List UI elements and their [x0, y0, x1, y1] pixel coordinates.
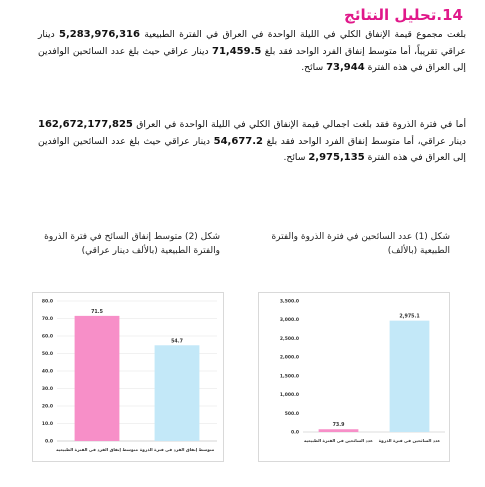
y-tick-label: 40.0 — [42, 369, 53, 375]
heading: 14.تحليل النتائج — [344, 6, 463, 24]
y-tick-label: 0.0 — [291, 430, 299, 436]
y-tick-label: 0.0 — [45, 439, 53, 445]
value-label: 73.9 — [333, 422, 345, 428]
bar — [318, 429, 359, 432]
y-tick-label: 3,000.0 — [280, 317, 299, 323]
bar — [389, 320, 430, 432]
y-tick-label: 10.0 — [42, 421, 53, 427]
text: دينار عراقي، أما متوسط إنفاق الفرد الواح… — [263, 135, 466, 147]
value-label: 2,975.1 — [399, 314, 419, 320]
number: 73,944 — [326, 62, 365, 73]
text: دينار عراقي حيث بلغ عدد السائحين الوافدي… — [38, 45, 466, 74]
paragraph: بلغت مجموع قيمة الإنفاق الكلي في الليلة … — [38, 27, 466, 77]
value-label: 54.7 — [171, 338, 183, 344]
chart-frame: 0.0 500.0 1,000.0 1,500.0 2,000.0 2,500.0 3,00… — [258, 292, 450, 462]
chart: 0.0 10.0 20.0 30.0 40.0 50.0 60.0 70.0 80.0 71.5 م… — [42, 299, 217, 452]
value-label: 71.5 — [91, 309, 103, 315]
y-tick-label: 80.0 — [42, 299, 53, 305]
y-tick-label: 2,000.0 — [280, 355, 299, 361]
number: 2,975,135 — [308, 152, 365, 163]
y-tick-label: 1,000.0 — [280, 392, 299, 398]
y-tick-label: 20.0 — [42, 404, 53, 410]
text: سائح. — [283, 152, 309, 163]
x-tick-label: عدد السائحين في الفترة الطبيعية — [304, 438, 373, 443]
text: بلغت مجموع قيمة الإنفاق الكلي في الليلة … — [139, 29, 466, 40]
number: 71,459.5 — [212, 45, 262, 57]
bar — [74, 315, 120, 441]
y-tick-label: 1,500.0 — [280, 373, 299, 379]
number: 162,672,177,825 — [38, 119, 133, 130]
bar — [154, 345, 200, 441]
y-tick-label: 70.0 — [42, 316, 53, 322]
x-tick-label: متوسط إنفاق الفرد في الفترة الطبيعية — [56, 447, 138, 452]
figure-caption: شكل (1) عدد السائحين في فترة الذروة والف… — [271, 232, 450, 256]
y-tick-label: 2,500.0 — [280, 336, 299, 342]
x-tick-label: متوسط إنفاق الفرد في فترة الذروة — [140, 447, 215, 452]
chart: 0.0 500.0 1,000.0 1,500.0 2,000.0 2,500.0 3,00… — [280, 299, 445, 443]
y-tick-label: 60.0 — [42, 334, 53, 340]
text: دينار عراقي تقريباً، أما متوسط إنفاق الف… — [38, 29, 466, 57]
figure-caption: شكل (2) متوسط إنفاق السائح في فترة الذرو… — [44, 232, 220, 256]
y-tick-label: 50.0 — [42, 351, 53, 357]
text: دينار عراقي حيث بلغ عدد السائحين الوافدي… — [38, 135, 466, 164]
y-tick-label: 30.0 — [42, 386, 53, 392]
x-tick-label: عدد السائحين في فترة الذروة — [379, 438, 441, 443]
number: 5,283,976,316 — [58, 29, 140, 40]
chart-frame: 0.0 10.0 20.0 30.0 40.0 50.0 60.0 70.0 80.0 71.5 م… — [32, 292, 224, 462]
text: سائح. — [301, 62, 327, 73]
number: 54,677.2 — [213, 135, 263, 147]
y-tick-label: 500.0 — [285, 411, 299, 417]
text: أما في فترة الذروة فقد بلغت اجمالي قيمة … — [132, 119, 466, 130]
y-tick-label: 3,500.0 — [280, 299, 299, 305]
paragraph: أما في فترة الذروة فقد بلغت اجمالي قيمة … — [38, 117, 466, 167]
